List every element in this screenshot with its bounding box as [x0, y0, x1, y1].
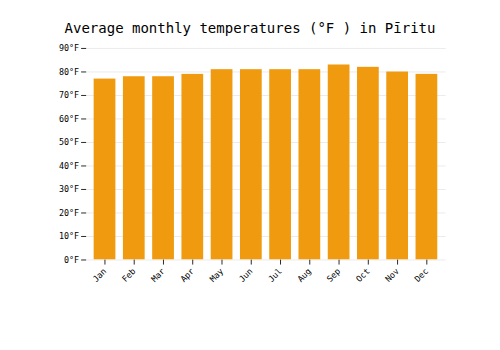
svg-text:Jun: Jun: [237, 266, 255, 284]
svg-text:40°F: 40°F: [59, 161, 79, 171]
svg-text:80°F: 80°F: [59, 67, 79, 77]
svg-text:Jan: Jan: [90, 266, 108, 284]
svg-text:70°F: 70°F: [59, 90, 79, 100]
svg-text:10°F: 10°F: [59, 231, 79, 241]
svg-text:20°F: 20°F: [59, 208, 79, 218]
html-text:Average monthly temperatures (: Average monthly temperatures (°F ) in Pī…: [64, 20, 436, 36]
svg-text:Sep: Sep: [325, 266, 343, 284]
svg-text:60°F: 60°F: [59, 114, 79, 124]
svg-text:90°F: 90°F: [59, 43, 79, 53]
svg-text:Feb: Feb: [120, 266, 138, 284]
svg-text:Dec: Dec: [412, 266, 430, 284]
svg-text:Jul: Jul: [266, 266, 284, 284]
svg-text:Nov: Nov: [383, 266, 401, 284]
svg-text:0°F: 0°F: [64, 255, 79, 265]
svg-text:May: May: [208, 266, 226, 284]
svg-text:Oct: Oct: [354, 266, 372, 284]
svg-text:Aug: Aug: [295, 266, 313, 284]
svg-text:Apr: Apr: [178, 266, 196, 284]
svg-text:30°F: 30°F: [59, 184, 79, 194]
svg-text:Mar: Mar: [149, 266, 167, 284]
svg-text:50°F: 50°F: [59, 137, 79, 147]
